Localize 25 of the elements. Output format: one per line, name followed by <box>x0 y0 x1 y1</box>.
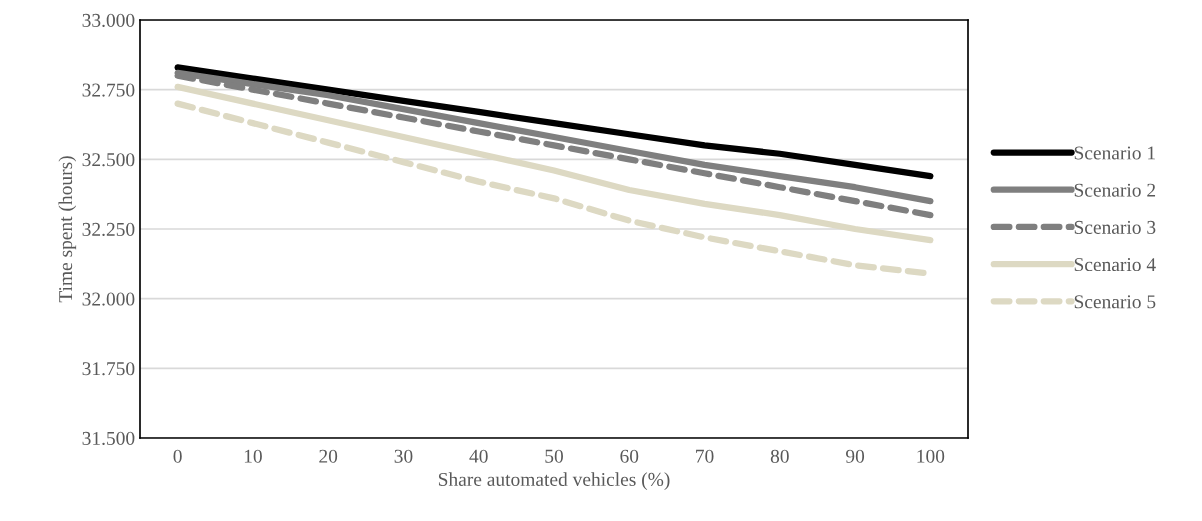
legend-label: Scenario 3 <box>1074 220 1156 234</box>
x-tick-label: 60 <box>620 449 639 463</box>
x-tick-label: 100 <box>917 449 945 463</box>
y-axis-title: Time spent (hours) <box>58 156 77 303</box>
x-tick-label: 10 <box>244 449 262 463</box>
legend-label: Scenario 1 <box>1074 146 1155 160</box>
y-tick-label: 31.500 <box>82 431 135 446</box>
y-tick-label: 32.250 <box>82 222 135 237</box>
legend-label: Scenario 2 <box>1074 183 1156 197</box>
x-tick-label: 0 <box>173 449 182 463</box>
x-tick-label: 90 <box>845 449 865 463</box>
x-tick-label: 70 <box>696 449 714 463</box>
x-tick-label: 20 <box>319 449 338 463</box>
legend-label: Scenario 5 <box>1074 295 1156 309</box>
y-tick-label: 32.500 <box>82 153 135 167</box>
x-tick-label: 80 <box>770 449 789 463</box>
x-tick-label: 50 <box>545 449 563 463</box>
legend-label: Scenario 4 <box>1074 258 1156 272</box>
y-tick-label: 33.000 <box>82 13 135 28</box>
x-tick-label: 30 <box>394 449 413 463</box>
y-tick-label: 32.000 <box>82 292 135 306</box>
y-tick-label: 32.750 <box>82 83 135 97</box>
y-tick-label: 31.750 <box>82 362 135 376</box>
x-tick-label: 40 <box>469 449 488 463</box>
x-axis-title: Share automated vehicles (%) <box>438 472 670 490</box>
